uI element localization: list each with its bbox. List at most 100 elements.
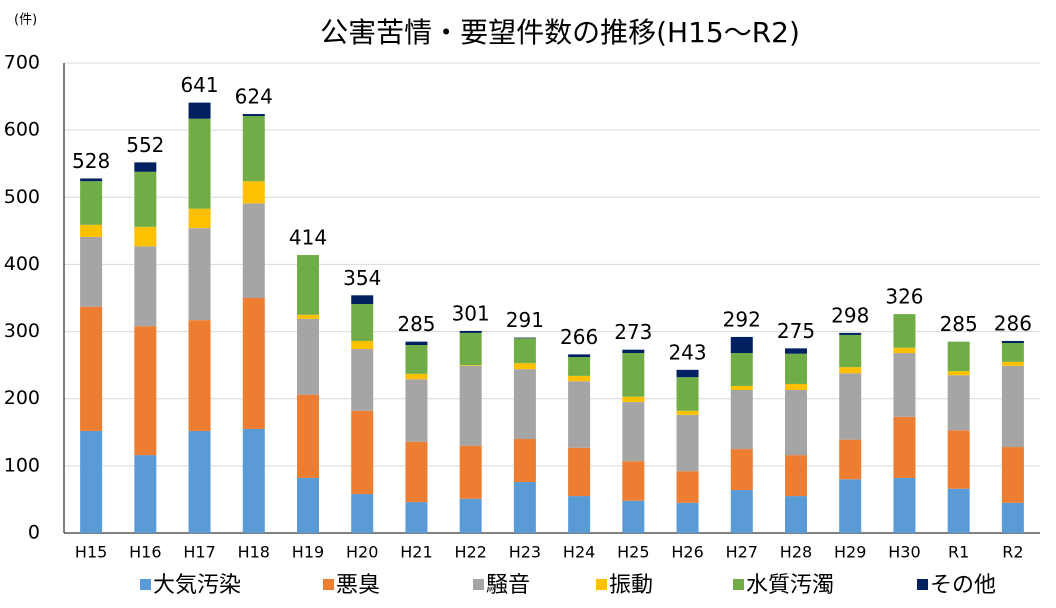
legend-label: 騒音 xyxy=(486,573,530,598)
bar-segment xyxy=(947,341,970,372)
bar-segment xyxy=(622,353,645,397)
x-tick-label: H24 xyxy=(563,543,595,562)
bar-segment xyxy=(297,477,319,533)
bar-segment xyxy=(351,494,374,533)
total-label: 326 xyxy=(885,285,923,309)
bar-segment xyxy=(188,102,211,119)
bar-segment xyxy=(242,181,265,204)
x-tick-label: H25 xyxy=(617,543,649,562)
bar-segment xyxy=(297,255,319,315)
bar-segment xyxy=(893,477,916,533)
bar-segment xyxy=(893,314,916,348)
bar-segment xyxy=(676,414,699,472)
bar-segment xyxy=(568,354,591,358)
x-tick-label: H28 xyxy=(780,543,812,562)
bar-segment xyxy=(188,320,211,431)
bar-segment xyxy=(297,314,319,319)
total-label: 414 xyxy=(289,226,327,250)
x-tick-label: H30 xyxy=(888,543,920,562)
bar-segment xyxy=(893,347,916,354)
bar-segment xyxy=(1001,342,1024,362)
bar-segment xyxy=(1001,340,1024,343)
bar-segment xyxy=(676,502,699,533)
bar-segment xyxy=(80,178,103,182)
bar-segment xyxy=(405,379,428,442)
legend-swatch xyxy=(473,579,484,590)
y-tick-label: 500 xyxy=(4,186,40,208)
y-tick-label: 100 xyxy=(4,454,40,476)
y-unit-label: (件) xyxy=(14,13,37,28)
total-label: 273 xyxy=(614,320,652,344)
bar-segment xyxy=(1001,361,1024,366)
bar-segment xyxy=(730,490,753,533)
bar-segment xyxy=(513,369,536,439)
bar-segment xyxy=(459,365,482,446)
bar-segment xyxy=(351,340,374,350)
x-tick-label: H18 xyxy=(238,543,270,562)
legend-swatch xyxy=(323,579,334,590)
total-label: 266 xyxy=(560,325,598,349)
x-tick-label: H21 xyxy=(400,543,432,562)
bar-segment xyxy=(80,306,103,431)
bar-segment xyxy=(242,298,265,429)
bar-segment xyxy=(622,500,645,533)
bar-segment xyxy=(568,357,591,376)
bar-segment xyxy=(622,396,645,403)
y-tick-label: 300 xyxy=(4,320,40,342)
legend-swatch xyxy=(140,579,151,590)
x-tick-label: H26 xyxy=(671,543,703,562)
bar-segment xyxy=(134,162,157,172)
bar-segment xyxy=(297,394,319,478)
bar-segment xyxy=(839,332,862,335)
total-label: 552 xyxy=(126,133,164,157)
bar-segment xyxy=(947,488,970,533)
y-tick-label: 200 xyxy=(4,387,40,409)
bar-segment xyxy=(134,455,157,533)
bar-segment xyxy=(188,430,211,533)
bar-segment xyxy=(947,375,970,431)
bar-segment xyxy=(676,410,699,415)
bar-segment xyxy=(1001,447,1024,503)
bar-segment xyxy=(568,447,591,497)
bar-segment xyxy=(785,353,807,384)
bar-segment xyxy=(785,383,807,390)
bar-segment xyxy=(351,349,374,411)
x-tick-label: H16 xyxy=(129,543,161,562)
total-label: 292 xyxy=(723,307,761,331)
bar-segment xyxy=(351,410,374,495)
bar-segment xyxy=(188,208,211,229)
legend-swatch xyxy=(596,579,607,590)
bar-segment xyxy=(459,445,482,499)
total-label: 275 xyxy=(777,319,815,343)
legend-swatch xyxy=(733,579,744,590)
bar-segment xyxy=(405,341,428,345)
total-label: 301 xyxy=(452,301,490,325)
bar-segment xyxy=(513,439,536,482)
bar-segment xyxy=(459,498,482,533)
total-label: 286 xyxy=(994,311,1032,335)
bar-segment xyxy=(80,224,103,237)
bar-segment xyxy=(730,389,753,450)
bar-segment xyxy=(351,295,374,305)
total-label: 285 xyxy=(940,312,978,336)
x-tick-label: H17 xyxy=(183,543,215,562)
x-tick-label: H23 xyxy=(509,543,541,562)
bar-segment xyxy=(242,114,265,117)
bar-segment xyxy=(730,353,753,386)
bar-segment xyxy=(513,337,536,339)
bar-segment xyxy=(188,228,211,321)
bar-segment xyxy=(568,496,591,533)
bar-segment xyxy=(730,449,753,491)
total-label: 641 xyxy=(180,73,218,97)
bar-segment xyxy=(297,318,319,395)
bar-segment xyxy=(242,428,265,533)
bar-segment xyxy=(622,349,645,354)
bar-segment xyxy=(134,171,157,227)
bar-segment xyxy=(893,416,916,478)
bar-segment xyxy=(947,371,970,376)
bar-segment xyxy=(405,345,428,374)
legend-label: 大気汚染 xyxy=(153,573,241,598)
bar-segment xyxy=(785,455,807,497)
x-tick-label: H22 xyxy=(454,543,486,562)
